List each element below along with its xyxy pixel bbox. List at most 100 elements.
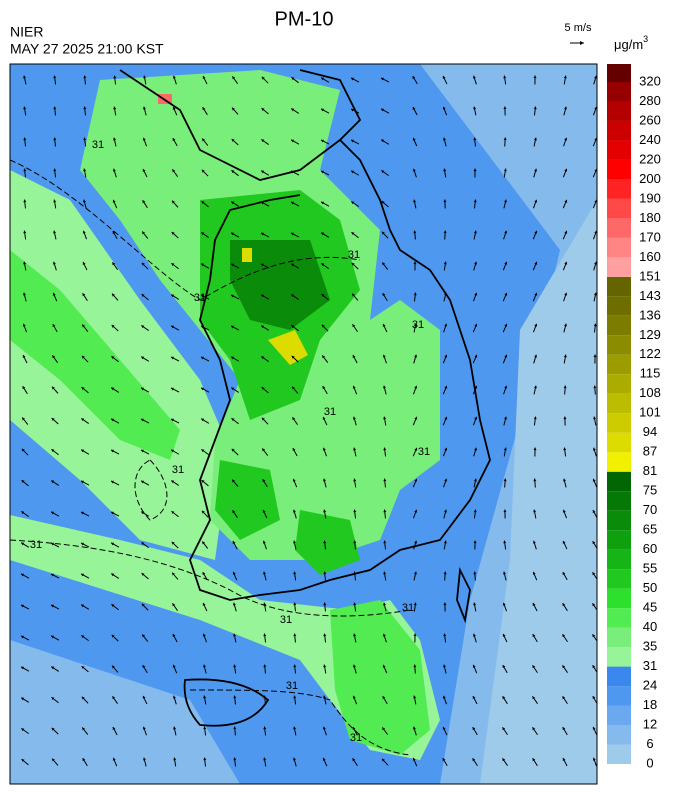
wind-arrowhead bbox=[81, 604, 85, 608]
wind-arrowhead bbox=[201, 201, 205, 204]
colorbar-segment bbox=[607, 354, 631, 375]
wind-arrowhead bbox=[323, 602, 327, 606]
contour-label: 31 bbox=[280, 614, 292, 626]
wind-arrowhead bbox=[442, 106, 446, 110]
wind-arrowhead bbox=[232, 541, 236, 545]
colorbar-label: 108 bbox=[639, 385, 661, 400]
wind-arrowhead bbox=[81, 418, 85, 422]
wind-arrowhead bbox=[594, 168, 597, 172]
colorbar-segment bbox=[607, 335, 631, 355]
south-high bbox=[295, 510, 360, 575]
wind-arrowhead bbox=[233, 633, 237, 637]
wind-arrowhead bbox=[261, 76, 265, 80]
wind-arrowhead bbox=[381, 231, 385, 235]
wind-arrowhead bbox=[263, 695, 267, 699]
wind-arrowhead bbox=[443, 199, 447, 203]
wind-arrowhead bbox=[51, 727, 55, 731]
wind-arrowhead bbox=[141, 480, 145, 484]
wind-arrowhead bbox=[111, 387, 115, 391]
wind-arrowhead bbox=[474, 323, 478, 327]
wind-arrowhead bbox=[172, 695, 176, 699]
wind-arrowhead bbox=[202, 107, 206, 111]
wind-arrowhead bbox=[22, 417, 26, 421]
wind-arrowhead bbox=[142, 665, 146, 669]
unit-exponent: 3 bbox=[643, 34, 648, 44]
wind-arrowhead bbox=[443, 633, 447, 637]
wind-arrowhead bbox=[564, 137, 568, 141]
wind-arrowhead bbox=[503, 540, 507, 544]
colorbar-label: 81 bbox=[643, 463, 657, 478]
wind-arrowhead bbox=[112, 199, 116, 203]
wind-arrowhead bbox=[232, 76, 236, 80]
wind-arrowhead bbox=[200, 325, 204, 329]
wind-arrowhead bbox=[414, 509, 418, 513]
wind-arrowhead bbox=[562, 603, 566, 607]
wind-arrowhead bbox=[442, 75, 446, 79]
wind-arrowhead bbox=[533, 385, 537, 389]
wind-arrowhead bbox=[503, 199, 507, 203]
wind-arrowhead bbox=[442, 695, 446, 699]
wind-arrowhead bbox=[140, 449, 144, 453]
map-frame bbox=[9, 63, 598, 785]
wind-arrowhead bbox=[173, 726, 177, 730]
wind-arrowhead bbox=[262, 448, 266, 452]
wind-arrowhead bbox=[532, 727, 536, 731]
wind-arrowhead bbox=[444, 509, 447, 513]
wind-arrowhead bbox=[20, 635, 24, 639]
wind-arrowhead bbox=[504, 354, 508, 358]
wind-arrowhead bbox=[594, 137, 597, 141]
wind-arrowhead bbox=[472, 696, 476, 699]
wind-arrowhead bbox=[594, 230, 597, 234]
wind-arrowhead bbox=[320, 170, 324, 174]
wind-arrowhead bbox=[382, 293, 386, 297]
wind-arrowhead bbox=[172, 75, 176, 79]
contour-label: 31 bbox=[412, 319, 424, 331]
wind-arrowhead bbox=[112, 231, 116, 235]
wind-arrowhead bbox=[382, 664, 386, 668]
wind-arrowhead bbox=[413, 292, 417, 296]
wind-arrowhead bbox=[413, 199, 417, 203]
wind-arrowhead bbox=[21, 697, 25, 701]
wind-arrowhead bbox=[504, 230, 508, 234]
wind-arrowhead bbox=[141, 262, 145, 266]
colorbar-segment bbox=[607, 549, 631, 570]
wind-arrowhead bbox=[414, 540, 418, 544]
wind-arrowhead bbox=[320, 139, 324, 143]
wind-arrowhead bbox=[504, 416, 507, 420]
wind-arrowhead bbox=[562, 727, 566, 731]
coastlines bbox=[119, 69, 491, 727]
wind-arrowhead bbox=[261, 108, 265, 111]
wind-arrowhead bbox=[201, 449, 205, 453]
wind-arrowhead bbox=[473, 571, 477, 575]
wind-arrowhead bbox=[141, 511, 145, 515]
wind-arrowhead bbox=[53, 75, 57, 79]
wind-arrowhead bbox=[83, 199, 86, 203]
wind-arrowhead bbox=[111, 511, 115, 515]
wind-arrowhead bbox=[564, 261, 568, 265]
wind-arrowhead bbox=[51, 542, 55, 546]
wind-arrowhead bbox=[111, 604, 115, 608]
wind-arrowhead bbox=[82, 324, 86, 328]
colorbar-label: 200 bbox=[639, 171, 661, 186]
colorbar-segment bbox=[607, 588, 631, 609]
colorbar-label: 94 bbox=[643, 424, 657, 439]
wind-arrowhead bbox=[232, 571, 236, 575]
wind-arrowhead bbox=[202, 602, 206, 606]
contour-label: 31 bbox=[324, 406, 336, 418]
wind-arrowhead bbox=[563, 354, 567, 358]
wind-arrowhead bbox=[262, 479, 266, 483]
wind-arrowhead bbox=[23, 230, 27, 234]
wind-arrowhead bbox=[593, 292, 597, 296]
wind-arrowhead bbox=[502, 758, 506, 762]
wind-arrowhead bbox=[503, 447, 507, 451]
wind-arrowhead bbox=[201, 169, 205, 173]
wind-arrowhead bbox=[474, 416, 478, 420]
wind-arrowhead bbox=[563, 478, 567, 482]
wind-arrowhead bbox=[291, 77, 295, 81]
wind-arrowhead bbox=[82, 230, 86, 234]
wind-arrowhead bbox=[383, 509, 387, 513]
wind-arrowhead bbox=[322, 447, 326, 451]
wind-arrowhead bbox=[51, 666, 55, 670]
wind-arrowhead bbox=[564, 323, 567, 327]
wind-arrowhead bbox=[172, 603, 176, 607]
